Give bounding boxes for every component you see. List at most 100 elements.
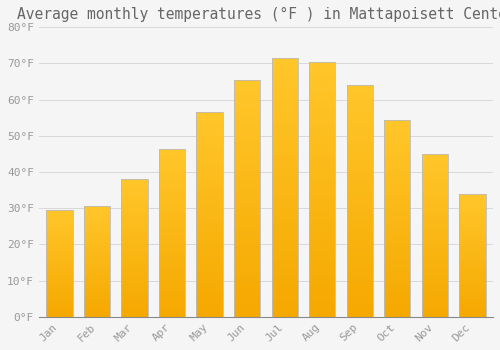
Bar	[84, 239, 110, 242]
Bar	[346, 238, 373, 243]
Bar	[346, 285, 373, 289]
Bar	[346, 141, 373, 145]
Bar	[346, 312, 373, 317]
Bar	[46, 242, 72, 244]
Bar	[196, 304, 223, 309]
Bar	[309, 62, 336, 317]
Bar	[346, 169, 373, 173]
Bar	[122, 226, 148, 229]
Bar	[346, 294, 373, 298]
Bar	[234, 94, 260, 99]
Bar	[422, 271, 448, 274]
Bar	[460, 260, 485, 262]
Bar	[234, 255, 260, 260]
Bar	[346, 233, 373, 238]
Bar	[460, 290, 485, 292]
Bar	[272, 198, 298, 203]
Bar	[272, 291, 298, 296]
Bar	[422, 281, 448, 284]
Bar	[159, 206, 185, 209]
Bar	[346, 219, 373, 224]
Bar	[196, 125, 223, 129]
Bar	[46, 233, 72, 236]
Bar	[309, 312, 336, 317]
Bar	[84, 206, 110, 317]
Bar	[384, 246, 410, 250]
Bar	[422, 199, 448, 203]
Bar	[422, 301, 448, 304]
Bar	[346, 94, 373, 99]
Bar	[234, 84, 260, 89]
Bar	[272, 224, 298, 229]
Bar	[234, 132, 260, 136]
Bar	[384, 124, 410, 127]
Bar	[234, 212, 260, 217]
Bar	[460, 273, 485, 275]
Bar	[309, 128, 336, 133]
Bar	[460, 280, 485, 282]
Bar	[346, 266, 373, 271]
Bar	[384, 254, 410, 258]
Bar	[196, 206, 223, 210]
Bar	[84, 253, 110, 255]
Bar	[460, 250, 485, 253]
Bar	[234, 194, 260, 198]
Bar	[122, 243, 148, 245]
Bar	[84, 264, 110, 266]
Bar	[309, 199, 336, 204]
Bar	[422, 167, 448, 170]
Bar	[460, 287, 485, 290]
Bar	[234, 231, 260, 236]
Bar	[84, 286, 110, 288]
Bar	[196, 161, 223, 166]
Bar	[234, 298, 260, 303]
Bar	[309, 138, 336, 143]
Bar	[272, 84, 298, 89]
Bar	[234, 170, 260, 175]
Bar	[309, 133, 336, 138]
Bar	[309, 261, 336, 266]
Bar	[346, 215, 373, 219]
Bar	[122, 237, 148, 240]
Bar	[384, 281, 410, 285]
Bar	[84, 231, 110, 233]
Bar	[346, 159, 373, 164]
Bar	[159, 300, 185, 303]
Bar	[84, 310, 110, 313]
Bar	[84, 209, 110, 211]
Bar	[46, 287, 72, 289]
Bar	[159, 216, 185, 219]
Bar	[422, 236, 448, 239]
Bar	[422, 183, 448, 187]
Bar	[309, 169, 336, 174]
Bar	[234, 122, 260, 127]
Bar	[309, 266, 336, 271]
Bar	[346, 206, 373, 210]
Bar	[384, 270, 410, 273]
Bar	[46, 308, 72, 310]
Bar	[122, 311, 148, 314]
Bar	[159, 256, 185, 260]
Bar	[46, 251, 72, 253]
Bar	[122, 309, 148, 311]
Bar	[234, 270, 260, 274]
Bar	[196, 292, 223, 296]
Bar	[460, 245, 485, 248]
Bar	[422, 297, 448, 301]
Bar	[309, 92, 336, 97]
Bar	[234, 99, 260, 104]
Bar	[122, 306, 148, 309]
Bar	[122, 262, 148, 265]
Bar	[196, 182, 223, 186]
Bar	[422, 226, 448, 229]
Bar	[309, 113, 336, 118]
Bar	[196, 268, 223, 272]
Bar	[196, 210, 223, 215]
Bar	[196, 300, 223, 304]
Bar	[84, 244, 110, 246]
Bar	[46, 310, 72, 313]
Bar	[460, 295, 485, 297]
Bar	[422, 278, 448, 281]
Bar	[272, 63, 298, 68]
Bar	[84, 235, 110, 237]
